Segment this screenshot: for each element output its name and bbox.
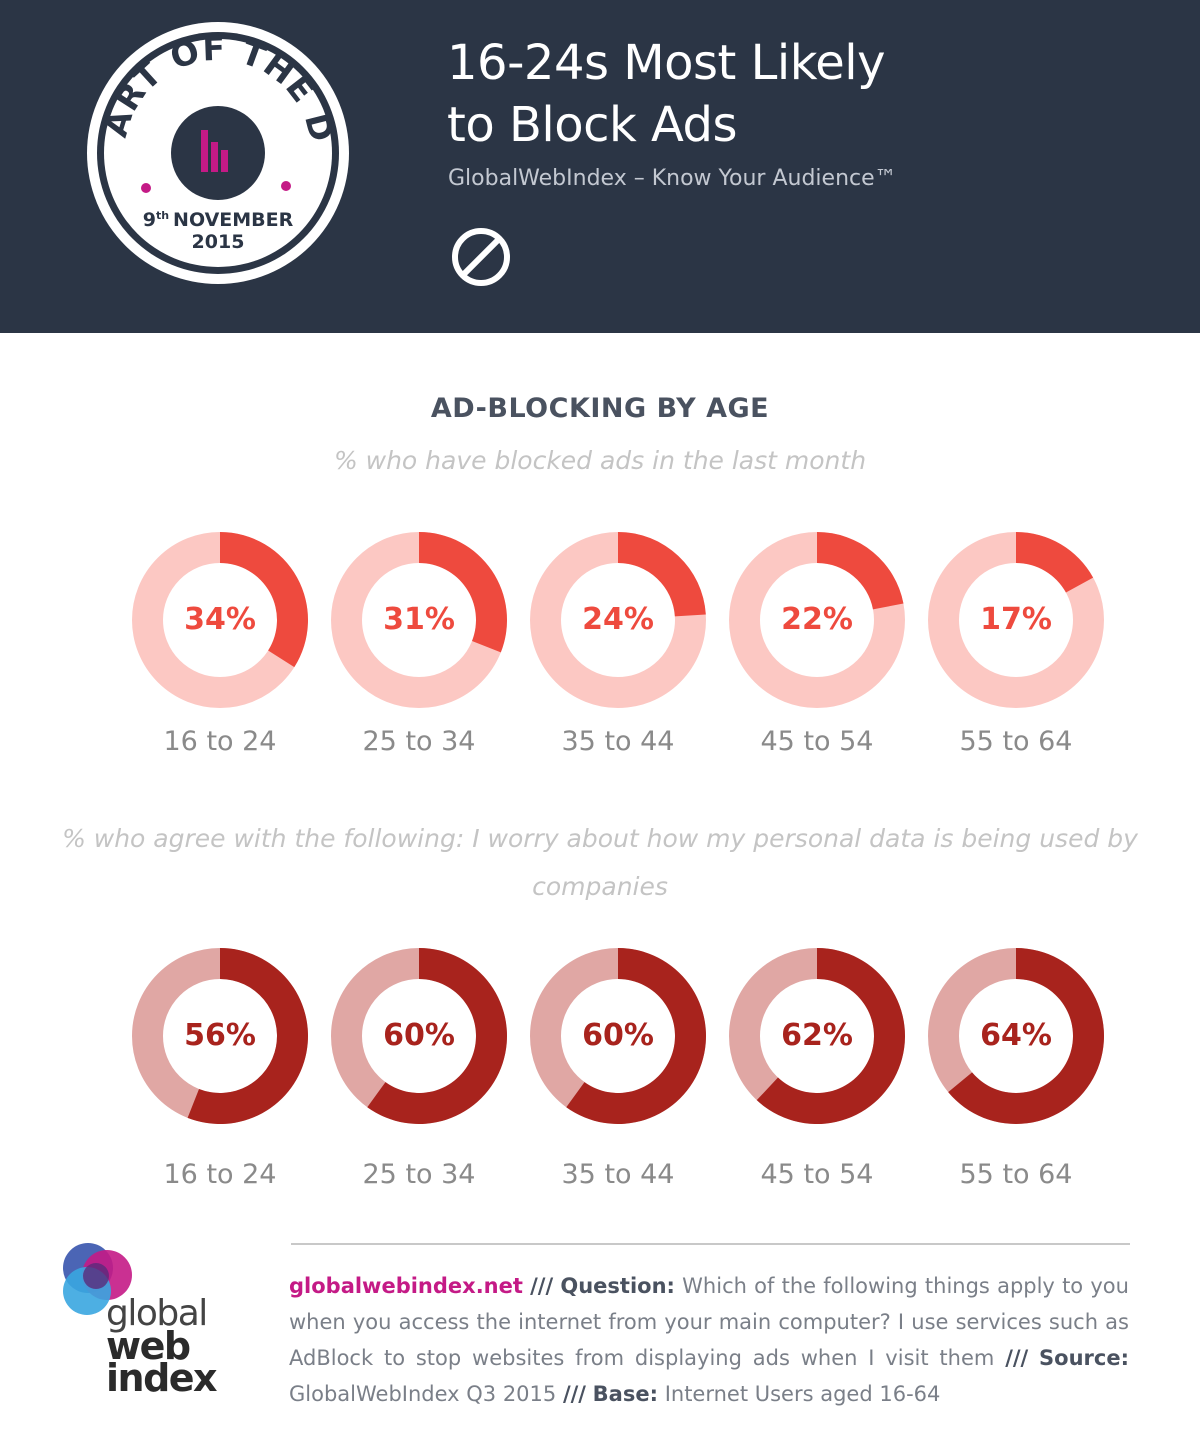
logo-line2: web xyxy=(106,1324,191,1368)
donut-chart: 56% xyxy=(132,948,308,1124)
bar-chart-icon xyxy=(201,130,228,172)
donut-chart: 62% xyxy=(729,948,905,1124)
website-link[interactable]: globalwebindex.net xyxy=(289,1274,523,1298)
chart2-subtitle: % who agree with the following: I worry … xyxy=(62,824,1138,901)
sep1: /// xyxy=(530,1274,554,1298)
age-group-label: 55 to 64 xyxy=(959,1159,1073,1190)
age-group-label: 16 to 24 xyxy=(163,1159,277,1190)
page-title: 16-24s Most Likely to Block Ads xyxy=(447,32,886,156)
donut-segment xyxy=(220,532,308,668)
donut-value-label: 62% xyxy=(781,1018,853,1053)
donut-svg xyxy=(530,532,706,708)
base-text: Internet Users aged 16-64 xyxy=(664,1382,941,1406)
age-group-label: 35 to 44 xyxy=(561,1159,675,1190)
badge-dot-right xyxy=(281,181,291,191)
age-group-label: 16 to 24 xyxy=(163,726,277,757)
globalwebindex-logo-icon xyxy=(63,1243,132,1315)
question-label: Question: xyxy=(560,1274,675,1298)
base-label: Base: xyxy=(592,1382,658,1406)
donut-chart: 60% xyxy=(530,948,706,1124)
block-icon xyxy=(452,228,510,286)
donut-segment xyxy=(817,532,904,610)
footer-divider xyxy=(291,1243,1130,1245)
logo-line3: index xyxy=(106,1356,218,1400)
age-group-label: 25 to 34 xyxy=(362,1159,476,1190)
donut-chart: 17% xyxy=(928,532,1104,708)
donut-segment xyxy=(756,948,905,1124)
donut-svg xyxy=(928,532,1104,708)
donut-segment xyxy=(948,948,1104,1124)
age-group-label: 25 to 34 xyxy=(362,726,476,757)
donut-chart: 31% xyxy=(331,532,507,708)
title-line2: to Block Ads xyxy=(447,97,738,153)
logo-wordmark: global web index xyxy=(106,1293,236,1400)
donut-segment xyxy=(566,948,706,1124)
age-group-label: 35 to 44 xyxy=(561,726,675,757)
chart1-subtitle: % who have blocked ads in the last month xyxy=(333,446,867,475)
donut-value-label: 56% xyxy=(184,1018,256,1053)
donut-value-label: 64% xyxy=(980,1018,1052,1053)
source-text: GlobalWebIndex Q3 2015 xyxy=(289,1382,557,1406)
donut-svg xyxy=(331,948,507,1124)
age-group-label: 45 to 54 xyxy=(760,726,874,757)
donut-value-label: 60% xyxy=(582,1018,654,1053)
donut-value-label: 34% xyxy=(184,602,256,637)
donut-segment xyxy=(187,948,308,1124)
sep2: /// xyxy=(1005,1346,1029,1370)
donut-chart: 34% xyxy=(132,532,308,708)
question-text: Which of the following things apply to y… xyxy=(289,1274,1129,1370)
badge-date-line1: 9th NOVEMBER xyxy=(143,209,294,231)
donut-chart: 60% xyxy=(331,948,507,1124)
donut-svg xyxy=(729,532,905,708)
donut-segment xyxy=(1016,532,1094,593)
donut-value-label: 31% xyxy=(383,602,455,637)
donut-segment xyxy=(367,948,507,1124)
tagline: GlobalWebIndex – Know Your Audience™ xyxy=(448,166,897,191)
age-group-label: 55 to 64 xyxy=(959,726,1073,757)
donut-segment xyxy=(419,532,507,653)
donut-svg xyxy=(530,948,706,1124)
donut-svg xyxy=(331,532,507,708)
donut-chart: 64% xyxy=(928,948,1104,1124)
donut-value-label: 60% xyxy=(383,1018,455,1053)
donut-segment xyxy=(618,532,706,617)
donut-chart: 22% xyxy=(729,532,905,708)
badge-date-line2: 2015 xyxy=(192,231,245,253)
title-line1: 16-24s Most Likely xyxy=(447,35,886,91)
logo-line1: global xyxy=(106,1293,208,1334)
donut-value-label: 24% xyxy=(582,602,654,637)
sep3: /// xyxy=(562,1382,586,1406)
donut-svg xyxy=(729,948,905,1124)
age-group-label: 45 to 54 xyxy=(760,1159,874,1190)
donut-svg xyxy=(132,948,308,1124)
donut-chart: 24% xyxy=(530,532,706,708)
donut-svg xyxy=(928,948,1104,1124)
footer-notes: globalwebindex.net /// Question: Which o… xyxy=(289,1268,1129,1412)
donut-value-label: 22% xyxy=(781,602,853,637)
badge-dot-left xyxy=(141,183,151,193)
section-title: AD-BLOCKING BY AGE xyxy=(430,393,770,424)
donut-value-label: 17% xyxy=(980,602,1052,637)
source-label: Source: xyxy=(1039,1346,1129,1370)
donut-svg xyxy=(132,532,308,708)
